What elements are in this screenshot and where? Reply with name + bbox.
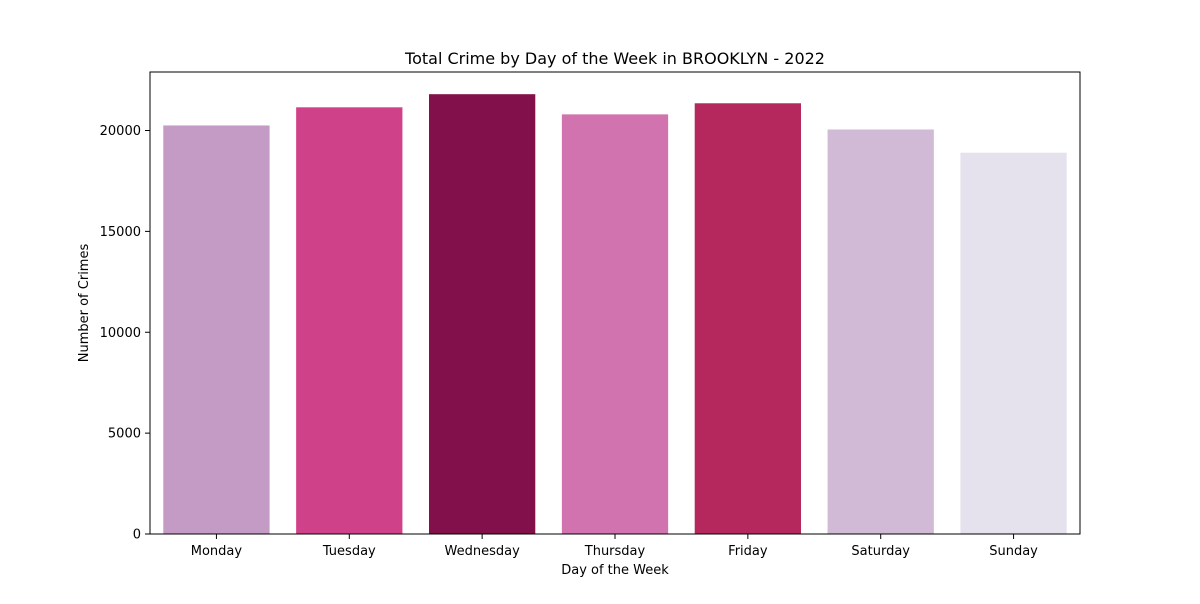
x-tick-label-sunday: Sunday xyxy=(989,544,1038,559)
x-tick-label-wednesday: Wednesday xyxy=(445,544,521,559)
x-tick-label-tuesday: Tuesday xyxy=(322,544,376,559)
bars-group xyxy=(163,94,1067,535)
bar-saturday xyxy=(827,129,934,534)
y-tick-label-15000: 15000 xyxy=(100,225,141,240)
x-tick-label-friday: Friday xyxy=(728,544,768,559)
bar-tuesday xyxy=(296,107,403,534)
y-tick-label-0: 0 xyxy=(133,528,141,543)
y-axis-ticks: 0 5000 10000 15000 20000 xyxy=(100,124,150,543)
y-tick-label-20000: 20000 xyxy=(100,124,141,139)
bar-friday xyxy=(694,103,801,535)
chart-title: Total Crime by Day of the Week in BROOKL… xyxy=(404,49,825,68)
bar-sunday xyxy=(960,152,1067,534)
y-axis-label: Number of Crimes xyxy=(77,244,92,363)
x-tick-label-saturday: Saturday xyxy=(851,544,910,559)
bar-monday xyxy=(163,125,270,535)
y-tick-label-10000: 10000 xyxy=(100,326,141,341)
x-tick-label-thursday: Thursday xyxy=(584,544,646,559)
bar-wednesday xyxy=(429,94,536,534)
y-tick-label-5000: 5000 xyxy=(108,427,141,442)
x-axis-ticks: Monday Tuesday Wednesday Thursday Friday Satu… xyxy=(191,534,1038,559)
x-axis-label: Day of the Week xyxy=(561,563,669,578)
plot-area-frame xyxy=(149,71,1081,535)
x-tick-label-monday: Monday xyxy=(191,544,243,559)
bar-thursday xyxy=(561,114,669,535)
